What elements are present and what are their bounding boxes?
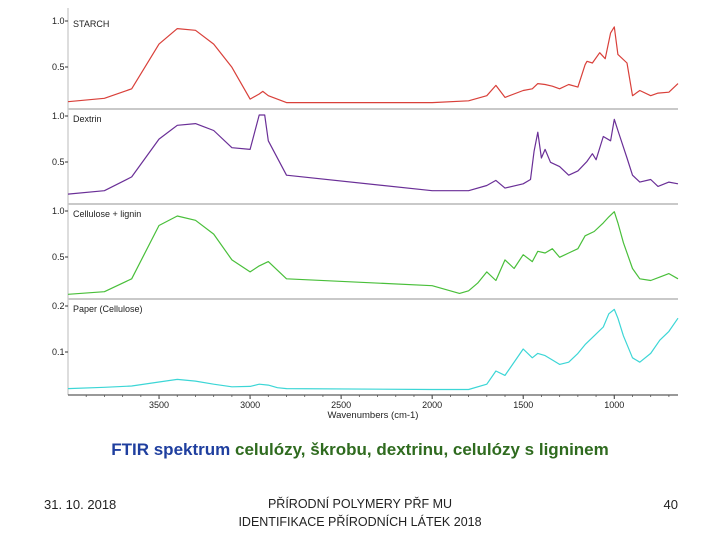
series-line-2	[67, 211, 679, 295]
series-line-3	[67, 308, 679, 391]
x-tick-label: 3500	[149, 400, 169, 410]
panel-separator	[68, 298, 678, 300]
y-tick-label: 0.5	[52, 157, 65, 167]
caption-part1: FTIR spektrum	[111, 440, 231, 459]
panel-separator	[68, 203, 678, 205]
x-tick-label: 2000	[422, 400, 442, 410]
x-tick-label: 1000	[604, 400, 624, 410]
y-tick-label: 1.0	[52, 16, 65, 26]
y-tick-label: 0.5	[52, 252, 65, 262]
panel-separator	[68, 108, 678, 110]
panel-label: Paper (Cellulose)	[73, 304, 143, 314]
x-tick-label: 1500	[513, 400, 533, 410]
y-tick-label: 0.2	[52, 301, 65, 311]
y-tick-label: 1.0	[52, 111, 65, 121]
y-tick-label: 1.0	[52, 206, 65, 216]
x-axis-title: Wavenumbers (cm-1)	[328, 410, 419, 421]
x-tick-label: 3000	[240, 400, 260, 410]
ftir-chart: 1.0 0.5 STARCH 1.0 0.5 Dextrin 1.0 0.5 Cellulose…	[52, 8, 679, 421]
x-tick-label: 2500	[331, 400, 351, 410]
chart-caption: FTIR spektrum celulózy, škrobu, dextrinu…	[0, 440, 720, 460]
panel-label: STARCH	[73, 19, 109, 29]
footer-date: 31. 10. 2018	[44, 497, 117, 512]
caption-part2: celulózy, škrobu, dextrinu, celulózy s l…	[230, 440, 609, 459]
panel-label: Cellulose + lignin	[73, 209, 141, 219]
page-number: 40	[663, 497, 678, 512]
y-tick-label: 0.5	[52, 62, 65, 72]
series-line-1	[67, 114, 679, 195]
y-tick-label: 0.1	[52, 347, 65, 357]
panel-label: Dextrin	[73, 114, 102, 124]
series-line-0	[67, 26, 679, 104]
footer-title: PŘÍRODNÍ POLYMERY PŘF MU IDENTIFIKACE PŘ…	[238, 497, 482, 529]
